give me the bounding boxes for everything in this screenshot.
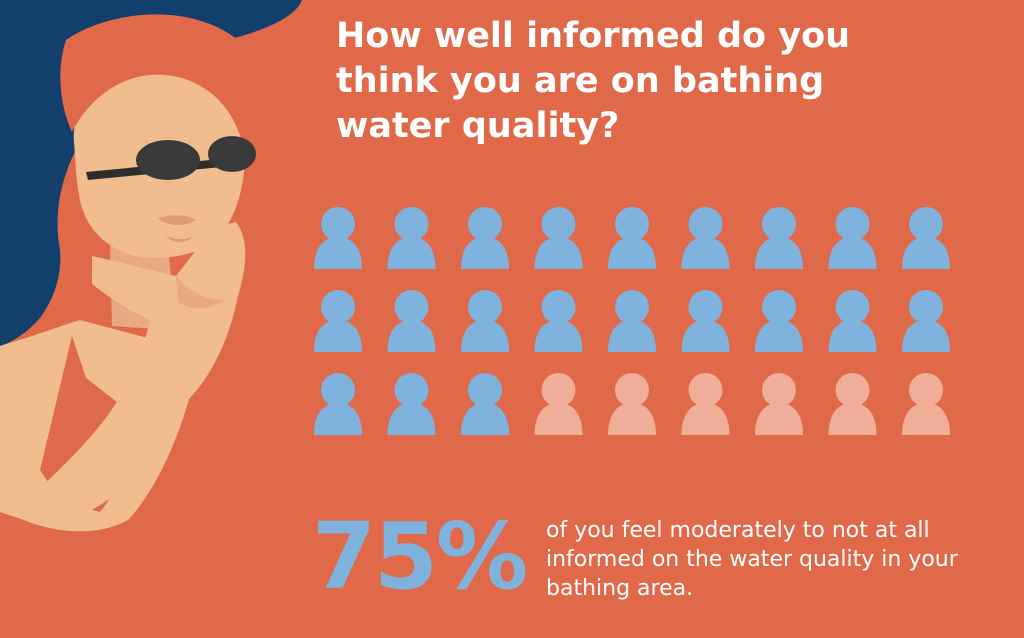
person-icon-informed xyxy=(828,207,877,269)
person-icon-informed xyxy=(902,290,950,352)
person-icon-uninformed xyxy=(828,373,877,435)
person-icon-informed xyxy=(461,207,509,269)
stat-description: of you feel moderately to not at all inf… xyxy=(546,518,958,601)
person-icon-informed xyxy=(387,373,436,435)
sunglasses-icon xyxy=(86,136,256,180)
person-icon-informed xyxy=(755,290,803,352)
person-icon-uninformed xyxy=(681,373,730,435)
person-icon-informed xyxy=(681,207,730,269)
stat-percentage: 75% xyxy=(312,503,528,610)
person-icon-informed xyxy=(755,207,803,269)
people-grid xyxy=(314,207,950,435)
person-icon-informed xyxy=(461,290,509,352)
person-icon-uninformed xyxy=(608,373,656,435)
person-icon-informed xyxy=(314,207,362,269)
person-icon-informed xyxy=(314,290,362,352)
person-icon-informed xyxy=(608,290,656,352)
person-icon-informed xyxy=(387,207,436,269)
person-icon-informed xyxy=(314,373,362,435)
person-icon-informed xyxy=(828,290,877,352)
person-icon-informed xyxy=(534,207,583,269)
person-icon-uninformed xyxy=(755,373,803,435)
person-icon-informed xyxy=(608,207,656,269)
question-heading: How well informed do you think you are o… xyxy=(336,16,851,146)
person-icon-informed xyxy=(387,290,436,352)
person-icon-informed xyxy=(681,290,730,352)
person-icon-informed xyxy=(902,207,950,269)
person-icon-uninformed xyxy=(534,373,583,435)
person-icon-informed xyxy=(461,373,509,435)
person-icon-informed xyxy=(534,290,583,352)
person-icon-uninformed xyxy=(902,373,950,435)
